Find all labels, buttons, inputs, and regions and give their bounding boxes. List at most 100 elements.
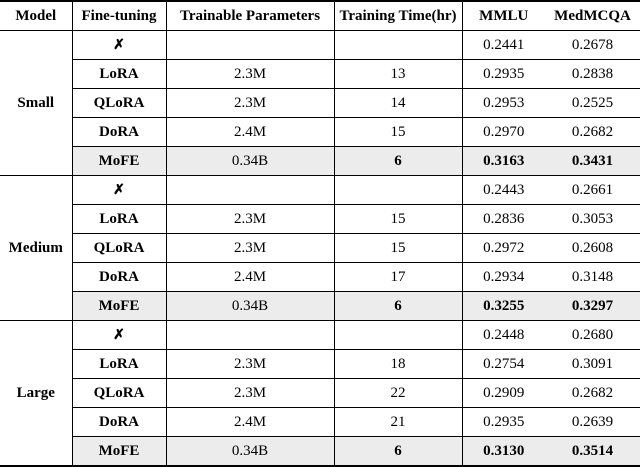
table-row: Medium ✗ 0.2443 0.2661 [0,175,640,321]
mmlu-cell: 0.2935 [462,59,545,89]
mmlu-cell: 0.2443 [462,175,545,205]
time-cell: 6 [334,291,463,321]
medmcqa-cell: 0.2661 [545,175,640,205]
finetuning-method-cell: MoFE [72,291,167,321]
table-row-mofe-highlighted: MoFE 0.34B 6 0.3130 0.3514 [0,436,640,466]
medmcqa-cell: 0.2682 [545,117,640,147]
time-cell: 17 [334,262,463,292]
params-cell: 0.34B [166,436,335,466]
finetuning-method-cell: DoRA [72,117,167,147]
time-cell: 15 [334,117,463,147]
medmcqa-cell: 0.2608 [545,233,640,263]
medmcqa-cell: 0.2682 [545,378,640,408]
time-cell: 6 [334,146,463,176]
mmlu-cell: 0.2909 [462,378,545,408]
mmlu-cell: 0.2953 [462,88,545,118]
time-cell: 14 [334,88,463,118]
mmlu-cell: 0.2448 [462,320,545,350]
table-row: DoRA 2.4M 15 0.2970 0.2682 [0,117,640,147]
medmcqa-cell: 0.2678 [545,30,640,60]
medmcqa-cell: 0.3297 [545,291,640,321]
time-cell [334,175,463,205]
medmcqa-cell: 0.2639 [545,407,640,437]
table-row-mofe-highlighted: MoFE 0.34B 6 0.3163 0.3431 [0,146,640,176]
mmlu-cell: 0.2970 [462,117,545,147]
params-cell: 2.3M [166,233,335,263]
mmlu-cell: 0.2754 [462,349,545,379]
table-row: Small ✗ 0.2441 0.2678 [0,30,640,176]
table-row: DoRA 2.4M 17 0.2934 0.3148 [0,262,640,292]
time-cell: 15 [334,233,463,263]
medmcqa-cell: 0.3431 [545,146,640,176]
medmcqa-cell: 0.2525 [545,88,640,118]
time-cell: 21 [334,407,463,437]
model-group-label-large: Large [0,320,73,467]
params-cell: 2.3M [166,59,335,89]
medmcqa-cell: 0.3514 [545,436,640,466]
table-row: QLoRA 2.3M 22 0.2909 0.2682 [0,378,640,408]
finetuning-method-cell: QLoRA [72,233,167,263]
finetuning-method-cell: DoRA [72,407,167,437]
table-row: DoRA 2.4M 21 0.2935 0.2639 [0,407,640,437]
params-cell: 0.34B [166,291,335,321]
medmcqa-cell: 0.3148 [545,262,640,292]
params-cell: 2.3M [166,349,335,379]
mmlu-cell: 0.2836 [462,204,545,234]
params-cell: 2.3M [166,378,335,408]
header-row: Model Fine-tuning Trainable Parameters T… [0,1,640,31]
medmcqa-cell: 0.2838 [545,59,640,89]
params-cell [166,30,335,60]
mmlu-cell: 0.3255 [462,291,545,321]
time-cell: 13 [334,59,463,89]
time-cell: 6 [334,436,463,466]
model-group-label-small: Small [0,30,73,176]
table-row: QLoRA 2.3M 15 0.2972 0.2608 [0,233,640,263]
table-row: LoRA 2.3M 18 0.2754 0.3091 [0,349,640,379]
time-cell [334,320,463,350]
finetuning-method-cell: MoFE [72,436,167,466]
medmcqa-cell: 0.2680 [545,320,640,350]
table-row: QLoRA 2.3M 14 0.2953 0.2525 [0,88,640,118]
params-cell: 2.4M [166,407,335,437]
table-row: LoRA 2.3M 13 0.2935 0.2838 [0,59,640,89]
finetuning-method-cell: DoRA [72,262,167,292]
params-cell: 2.3M [166,204,335,234]
time-cell [334,30,463,60]
time-cell: 15 [334,204,463,234]
finetuning-method-cell: LoRA [72,59,167,89]
finetuning-method-cell: LoRA [72,349,167,379]
params-cell: 2.3M [166,88,335,118]
mmlu-cell: 0.2935 [462,407,545,437]
time-cell: 22 [334,378,463,408]
finetuning-method-cell: QLoRA [72,88,167,118]
time-cell: 18 [334,349,463,379]
params-cell [166,320,335,350]
mmlu-cell: 0.2972 [462,233,545,263]
header-model: Model [0,1,73,31]
header-finetuning: Fine-tuning [72,1,167,31]
mmlu-cell: 0.2441 [462,30,545,60]
table-row-mofe-highlighted: MoFE 0.34B 6 0.3255 0.3297 [0,291,640,321]
table-row: LoRA 2.3M 15 0.2836 0.3053 [0,204,640,234]
medmcqa-cell: 0.3091 [545,349,640,379]
params-cell: 0.34B [166,146,335,176]
finetuning-method-cell: MoFE [72,146,167,176]
params-cell: 2.4M [166,262,335,292]
header-mmlu: MMLU [462,1,545,31]
mmlu-cell: 0.3130 [462,436,545,466]
header-training-time: Training Time(hr) [334,1,463,31]
no-finetuning-cross-icon: ✗ [72,320,167,350]
medmcqa-cell: 0.3053 [545,204,640,234]
header-trainable-parameters: Trainable Parameters [166,1,335,31]
table-row: Large ✗ 0.2448 0.2680 [0,320,640,467]
model-group-label-medium: Medium [0,175,73,321]
params-cell: 2.4M [166,117,335,147]
params-cell [166,175,335,205]
no-finetuning-cross-icon: ✗ [72,175,167,205]
mmlu-cell: 0.2934 [462,262,545,292]
header-medmcqa: MedMCQA [545,1,640,31]
mmlu-cell: 0.3163 [462,146,545,176]
finetuning-method-cell: QLoRA [72,378,167,408]
